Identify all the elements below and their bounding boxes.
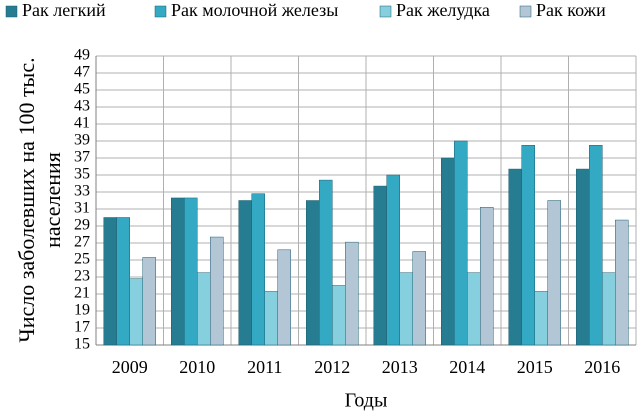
bar — [576, 168, 590, 346]
bar — [171, 197, 185, 346]
x-tick-label: 2015 — [517, 357, 553, 377]
y-tick-label: 17 — [74, 319, 90, 336]
y-tick-label: 31 — [74, 200, 90, 217]
x-tick-label: 2016 — [584, 357, 620, 377]
legend-swatch — [519, 5, 532, 18]
legend-label: Рак молочной железы — [171, 0, 338, 20]
y-tick-label: 47 — [74, 64, 90, 81]
y-tick-label: 33 — [74, 183, 90, 200]
bar — [306, 200, 320, 346]
y-tick-label: 21 — [74, 285, 90, 302]
bar — [142, 257, 156, 346]
y-tick-label: 19 — [74, 302, 90, 319]
bar — [602, 272, 616, 346]
x-tick-label: 2013 — [382, 357, 418, 377]
y-tick-label: 25 — [74, 251, 90, 268]
bar — [373, 185, 387, 346]
y-tick-label: 45 — [74, 81, 90, 98]
bar — [210, 236, 224, 346]
bar — [534, 291, 548, 346]
bar — [467, 272, 481, 346]
bar — [386, 174, 400, 346]
y-tick-label: 15 — [74, 336, 90, 353]
y-tick-label: 41 — [74, 115, 90, 132]
bar — [454, 140, 468, 346]
bar — [412, 251, 426, 346]
x-tick-label: 2011 — [247, 357, 282, 377]
legend-swatch — [5, 5, 18, 18]
y-tick-label: 43 — [74, 98, 90, 115]
bar — [521, 145, 535, 346]
y-tick-label: 39 — [74, 132, 90, 149]
bar — [277, 249, 291, 346]
bar — [547, 200, 561, 346]
bar — [103, 217, 117, 346]
bar — [264, 291, 278, 346]
bar — [345, 241, 359, 346]
x-tick-label: 2012 — [314, 357, 350, 377]
bar — [615, 219, 629, 346]
y-tick-label: 49 — [74, 47, 90, 64]
legend-label: Рак легкий — [22, 0, 106, 20]
x-tick-label: 2009 — [112, 357, 148, 377]
y-axis-title: Число заболевших на 100 тыс. населения — [14, 57, 65, 343]
legend-swatch — [379, 5, 392, 18]
bar — [441, 157, 455, 346]
bar — [197, 272, 211, 346]
bar — [319, 179, 333, 346]
bar — [116, 217, 130, 346]
bar — [251, 193, 265, 346]
bar — [480, 207, 494, 346]
legend-label: Рак желудка — [396, 0, 490, 20]
y-tick-label: 27 — [74, 234, 90, 251]
bar — [508, 168, 522, 346]
bar — [238, 200, 252, 346]
bar — [589, 145, 603, 346]
x-tick-label: 2010 — [179, 357, 215, 377]
y-tick-label: 37 — [74, 149, 90, 166]
bar — [129, 278, 143, 346]
y-tick-label: 23 — [74, 268, 90, 285]
bar — [184, 197, 198, 346]
legend-swatch — [154, 5, 167, 18]
bar — [399, 272, 413, 346]
legend-label: Рак кожи — [536, 0, 606, 20]
x-tick-label: 2014 — [449, 357, 485, 377]
y-tick-label: 29 — [74, 217, 90, 234]
bar — [332, 285, 346, 346]
y-tick-label: 35 — [74, 166, 90, 183]
x-axis-title: Годы — [345, 390, 388, 412]
